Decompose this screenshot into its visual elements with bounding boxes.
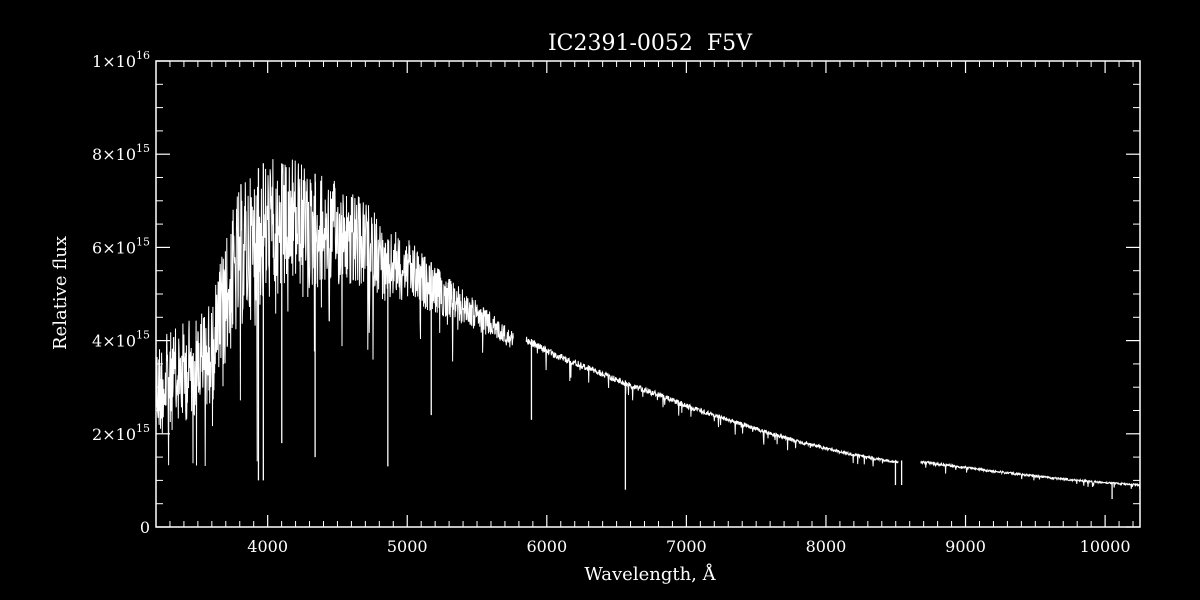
y-tick-label: 0 — [140, 518, 150, 537]
axis-ticks — [155, 60, 1140, 528]
y-tick-label: 8×1015 — [92, 142, 150, 164]
spectrum-series — [155, 159, 1141, 500]
y-tick-label: 1×1016 — [92, 49, 150, 71]
y-tick-label: 2×1015 — [92, 422, 150, 444]
y-axis-label: Relative flux — [50, 236, 71, 350]
plot-frame — [155, 60, 1141, 528]
x-tick-label: 8000 — [806, 537, 847, 556]
x-tick-label: 4000 — [247, 537, 288, 556]
chart-title: IC2391-0052 F5V — [548, 31, 753, 56]
y-tick-label: 6×1015 — [92, 235, 150, 257]
x-tick-label: 6000 — [526, 537, 567, 556]
y-tick-label: 4×1015 — [92, 329, 150, 351]
tick-labels: 4000 5000 6000 7000 8000 9000 10000 0 2×1015 4×10… — [92, 49, 1131, 556]
x-tick-label: 7000 — [666, 537, 707, 556]
x-axis-label: Wavelength, Å — [584, 563, 716, 585]
spectrum-line — [155, 159, 1141, 490]
x-tick-label: 5000 — [387, 537, 428, 556]
x-tick-label: 10000 — [1080, 537, 1131, 556]
x-tick-label: 9000 — [945, 537, 986, 556]
